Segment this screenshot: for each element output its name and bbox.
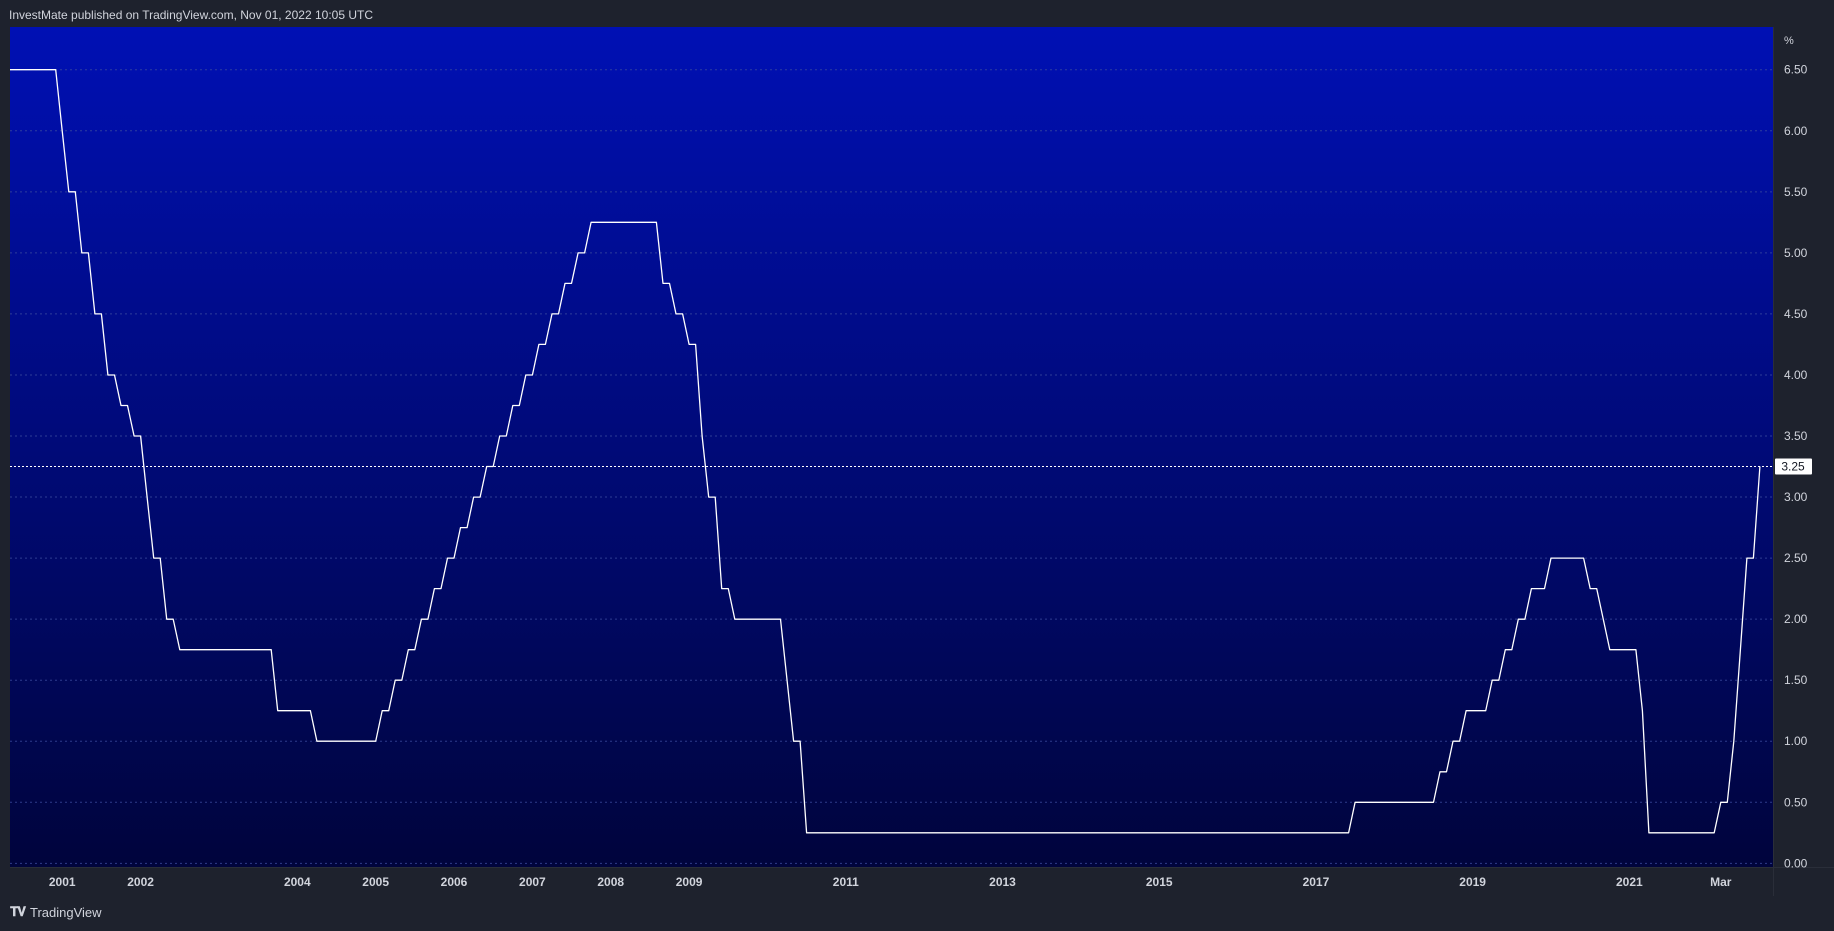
y-tick-label: 6.00	[1784, 124, 1808, 138]
x-tick-label: 2009	[676, 875, 703, 889]
y-tick-label: 2.50	[1784, 551, 1808, 565]
plot-background	[10, 27, 1773, 867]
y-tick-label: 5.00	[1784, 246, 1808, 260]
x-tick-label: 2015	[1146, 875, 1173, 889]
last-value-badge	[1775, 458, 1812, 475]
time-axis[interactable]: 2001 2002 2004 2005 2006 2007 2008 2009 2011 2013…	[49, 875, 1732, 889]
x-tick-label: 2002	[127, 875, 154, 889]
y-tick-label: 4.50	[1784, 307, 1808, 321]
y-tick-label: 1.00	[1784, 734, 1808, 748]
x-tick-label: 2006	[441, 875, 468, 889]
x-tick-label: 2004	[284, 875, 311, 889]
x-tick-label: 2013	[989, 875, 1016, 889]
branding-footer[interactable]: 𝐓𝐕 TradingView	[10, 905, 102, 921]
x-tick-label: Mar	[1710, 875, 1732, 889]
price-axis[interactable]: % 0.00 0.50 1.00 1.50 2.00 2.50 3.00 3.50 4.00 4.…	[1784, 35, 1808, 870]
x-tick-label: 2005	[362, 875, 389, 889]
y-tick-label: 6.50	[1784, 63, 1808, 77]
last-value-label: 3.25	[1781, 460, 1805, 474]
y-tick-label: 0.50	[1784, 795, 1808, 809]
y-axis-unit: %	[1784, 35, 1794, 47]
x-tick-label: 2019	[1459, 875, 1486, 889]
x-tick-label: 2001	[49, 875, 76, 889]
publish-attribution: InvestMate published on TradingView.com,…	[9, 8, 373, 22]
tradingview-logo-icon: 𝐓𝐕	[10, 905, 26, 920]
brand-name: TradingView	[30, 905, 102, 920]
x-tick-label: 2021	[1616, 875, 1643, 889]
y-tick-label: 3.50	[1784, 429, 1808, 443]
x-tick-label: 2007	[519, 875, 546, 889]
x-tick-label: 2008	[597, 875, 624, 889]
y-tick-label: 4.00	[1784, 368, 1808, 382]
y-tick-label: 1.50	[1784, 673, 1808, 687]
x-tick-label: 2017	[1303, 875, 1330, 889]
series-line	[10, 69, 1761, 834]
x-tick-label: 2011	[833, 875, 859, 889]
gridlines	[10, 69, 1773, 864]
y-tick-label: 0.00	[1784, 856, 1808, 870]
series-line-group	[10, 69, 1761, 834]
y-tick-label: 5.50	[1784, 185, 1808, 199]
last-value-marker: 3.25	[10, 458, 1812, 475]
y-tick-label: 3.00	[1784, 490, 1808, 504]
y-tick-label: 2.00	[1784, 612, 1808, 626]
